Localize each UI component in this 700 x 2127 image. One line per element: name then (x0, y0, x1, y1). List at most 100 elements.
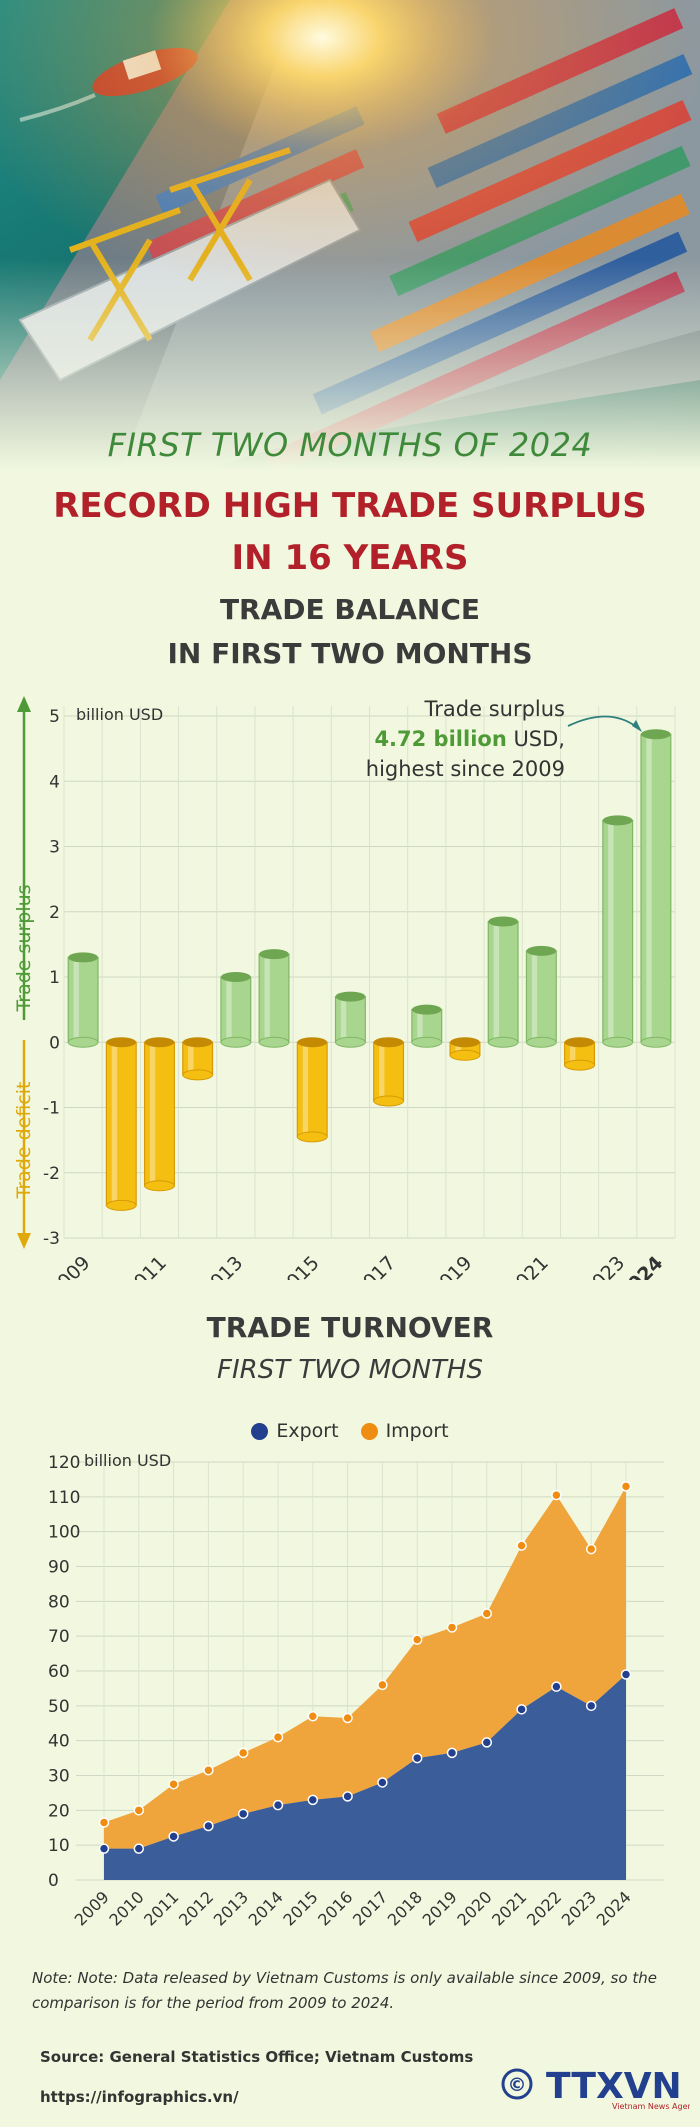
balance-bar-highlight (531, 950, 538, 1043)
turnover-y-tick: 10 (48, 1836, 70, 1856)
balance-bar (449, 1037, 481, 1061)
balance-bar-body (220, 976, 252, 1043)
turnover-y-tick: 0 (48, 1871, 59, 1891)
turnover-x-tick: 2015 (279, 1887, 321, 1929)
balance-bar-body (296, 1041, 328, 1138)
footer-url[interactable]: https://infographics.vn/ (40, 2088, 239, 2106)
annotation-unit: USD, (507, 727, 565, 751)
balance-y-tick: 1 (49, 968, 60, 988)
footer-note: Note: Note: Data released by Vietnam Cus… (32, 1969, 657, 2012)
annotation-arrow (567, 715, 639, 729)
deficit-axis-label: Trade deficit (13, 1082, 35, 1200)
legend-import-label: Import (385, 1420, 449, 1442)
balance-bar (525, 945, 557, 1048)
turnover-x-tick: 2011 (140, 1887, 182, 1929)
export-point (516, 1704, 527, 1715)
balance-bar-base (182, 1069, 214, 1081)
turnover-x-tick: 2010 (105, 1887, 147, 1929)
import-point (307, 1711, 319, 1722)
turnover-x-tick: 2016 (314, 1887, 356, 1929)
balance-bar-cap (373, 1037, 404, 1048)
surplus-axis-label: Trade surplus (13, 884, 35, 1012)
balance-x-tick: 2021 (503, 1252, 553, 1280)
turnover-x-tick: 2012 (175, 1887, 217, 1929)
trade-turnover-chart: 0 10 20 30 40 50 60 70 80 90 100 110 120 2009 2010 201… (0, 1448, 700, 1952)
balance-bar (220, 972, 252, 1048)
turnover-y-tick: 30 (48, 1767, 70, 1787)
balance-bar-highlight (569, 1042, 576, 1066)
balance-bar-cap (641, 729, 671, 740)
import-point (411, 1634, 423, 1645)
balance-x-tick: 2009 (45, 1252, 95, 1280)
export-point (307, 1794, 319, 1806)
turnover-x-tick: 2022 (523, 1887, 565, 1929)
logo-subtext: Vietnam News Agency (612, 2102, 690, 2111)
annotation-line1: Trade surplus (424, 697, 565, 721)
balance-bar-base (602, 1036, 634, 1048)
import-legend-dot (360, 1422, 378, 1440)
balance-bar-body (487, 920, 519, 1043)
balance-bar-base (449, 1049, 481, 1061)
export-legend-dot (251, 1422, 269, 1440)
import-point (516, 1540, 527, 1551)
balance-bar-cap (602, 815, 633, 826)
balance-unit-label: billion USD (76, 705, 163, 724)
balance-y-tick: -3 (43, 1229, 60, 1249)
balance-bar-highlight (149, 1042, 156, 1186)
import-area (104, 1486, 626, 1849)
turnover-legend: Export Import (0, 1420, 700, 1442)
balance-bar-cap (106, 1037, 137, 1048)
balance-bar-cap (411, 1004, 442, 1015)
balance-y-tick: 4 (49, 772, 60, 792)
copyright-circle (501, 2068, 533, 2100)
turnover-title: TRADE TURNOVER (206, 1311, 494, 1344)
balance-bar-highlight (608, 820, 614, 1043)
title-block: FIRST TWO MONTHS OF 2024 RECORD HIGH TRA… (0, 420, 700, 676)
turnover-x-tick: 2019 (419, 1887, 461, 1929)
balance-bar-body (373, 1041, 405, 1102)
turnover-x-tick: 2024 (593, 1887, 635, 1929)
balance-bar-body (334, 995, 366, 1043)
balance-bar-highlight (379, 1042, 385, 1101)
turnover-y-tick: 20 (48, 1801, 70, 1821)
legend-import: Import (360, 1420, 449, 1442)
import-point (377, 1679, 388, 1691)
balance-y-tick: 0 (49, 1033, 60, 1053)
legend-export-label: Export (276, 1420, 339, 1442)
turnover-y-tick: 70 (48, 1627, 70, 1647)
balance-bar-base (487, 1036, 519, 1048)
footer-source: Source: General Statistics Office; Vietn… (40, 2048, 474, 2066)
turnover-x-tick: 2009 (71, 1887, 113, 1929)
ttxvn-logo-svg: © TTXVN Vietnam News Agency (501, 2066, 700, 2111)
annotation-line3: highest since 2009 (366, 757, 565, 781)
turnover-unit-label: billion USD (84, 1451, 171, 1470)
turnover-x-tick: 2018 (384, 1887, 426, 1929)
import-point (203, 1765, 214, 1776)
turnover-x-tick: 2017 (349, 1887, 391, 1929)
balance-bar-body (640, 733, 672, 1043)
balance-bar-highlight (111, 1042, 118, 1206)
import-point (272, 1731, 284, 1743)
balance-bar (182, 1037, 214, 1081)
import-point (551, 1489, 562, 1501)
balance-bar-highlight (493, 921, 499, 1043)
balance-bar-base (411, 1036, 443, 1048)
import-point (237, 1747, 249, 1759)
ttxvn-logo: © TTXVN Vietnam News Agency (500, 2062, 700, 2112)
balance-bar-base (335, 1036, 366, 1048)
turnover-title-block: TRADE TURNOVER FIRST TWO MONTHS (0, 1306, 700, 1390)
deficit-arrow-head (17, 1233, 31, 1249)
import-point (585, 1543, 597, 1555)
balance-bar-body (525, 950, 557, 1043)
headline: RECORD HIGH TRADE SURPLUS IN 16 YEARS (53, 486, 647, 578)
balance-bar-highlight (340, 996, 347, 1043)
export-point (272, 1799, 284, 1811)
balance-bar-base (105, 1199, 137, 1211)
balance-x-tick: 2019 (427, 1252, 477, 1280)
import-point (481, 1608, 493, 1619)
balance-bar (640, 729, 672, 1048)
export-point (168, 1831, 179, 1842)
balance-x-tick: 2013 (198, 1252, 248, 1280)
balance-bar (143, 1037, 175, 1192)
balance-bar-body (67, 956, 99, 1043)
